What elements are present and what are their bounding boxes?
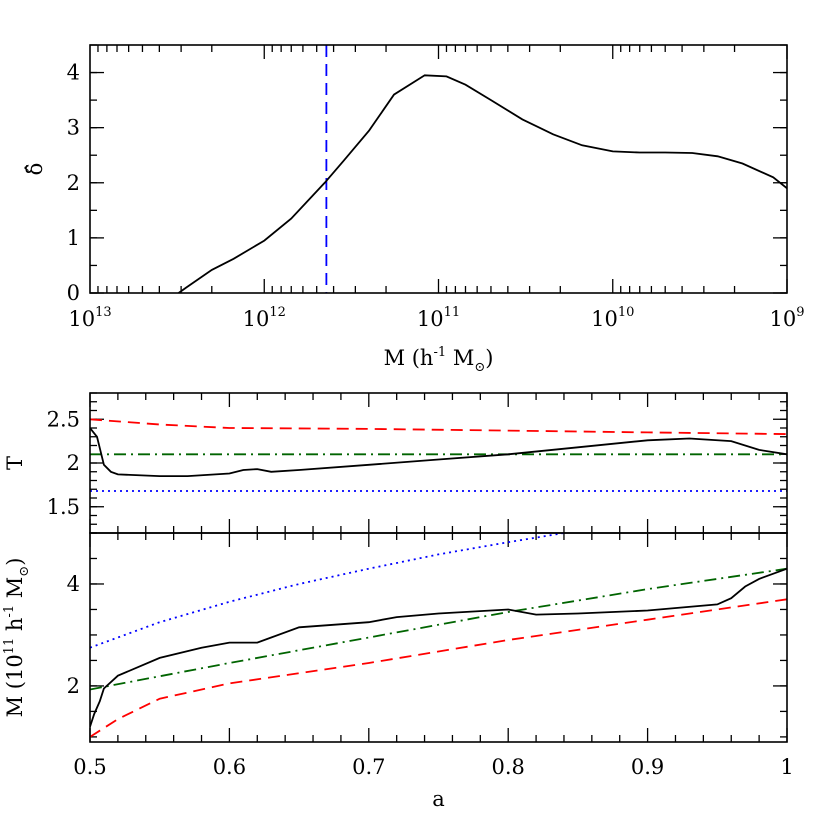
bot-series-dashdot-1 (90, 567, 787, 691)
bottom-panel-mass-vs-a: 0.5 0.6 0.7 0.8 0.9 1 2 4 a M (1011 h-1 M⊙) (2, 532, 794, 811)
top-ytick-label: 0 (67, 281, 80, 305)
top-y-axis-label: δ̂ (23, 163, 47, 176)
top-ytick-label: 2 (67, 171, 80, 195)
mid-series-dashed-0 (90, 418, 787, 435)
top-axes-frame (89, 44, 788, 294)
top-xtick-label: 1010 (591, 305, 634, 331)
bot-axes-frame (89, 532, 788, 743)
mid-series-solid-3 (90, 427, 787, 477)
bot-xtick-label: 0.5 (73, 755, 106, 779)
mid-ytick-label: 2 (67, 451, 80, 475)
bot-xtick-label: 0.7 (352, 755, 385, 779)
top-xtick-label: 1011 (417, 305, 460, 331)
bot-x-axis-label: a (432, 787, 445, 811)
top-xtick-label: 1012 (243, 305, 286, 331)
bot-ytick-label: 2 (67, 674, 80, 698)
bot-y-axis-label: M (1011 h-1 M⊙) (2, 558, 32, 718)
top-ytick-label: 1 (67, 226, 80, 250)
bot-series-dashed-2 (90, 598, 787, 738)
mid-y-axis-label: T (3, 456, 27, 470)
bot-xtick-label: 0.9 (631, 755, 664, 779)
top-xtick-label: 109 (769, 305, 804, 331)
top-panel-delta-vs-mass: 1013 1012 1011 1010 109 0 1 2 3 4 M (h-1 M⊙) δ̂ (23, 44, 805, 375)
top-ytick-label: 3 (67, 116, 80, 140)
mid-ytick-label: 1.5 (47, 495, 80, 519)
bot-xtick-label: 0.8 (491, 755, 524, 779)
middle-panel-T-vs-a: 1.5 2 2.5 T (3, 392, 788, 534)
bot-ytick-label: 4 (67, 572, 80, 596)
bot-series-solid-3 (90, 567, 787, 727)
bot-xtick-label: 1 (780, 755, 793, 779)
bot-xtick-label: 0.6 (213, 755, 246, 779)
mid-ytick-label: 2.5 (47, 407, 80, 431)
mid-axes-frame (89, 392, 788, 534)
bot-series-dotted-0 (90, 533, 565, 649)
top-x-axis-label: M (h-1 M⊙) (384, 345, 494, 375)
top-series-solid-0 (178, 74, 787, 293)
top-ytick-label: 4 (67, 61, 80, 85)
top-xtick-label: 1013 (68, 305, 111, 331)
